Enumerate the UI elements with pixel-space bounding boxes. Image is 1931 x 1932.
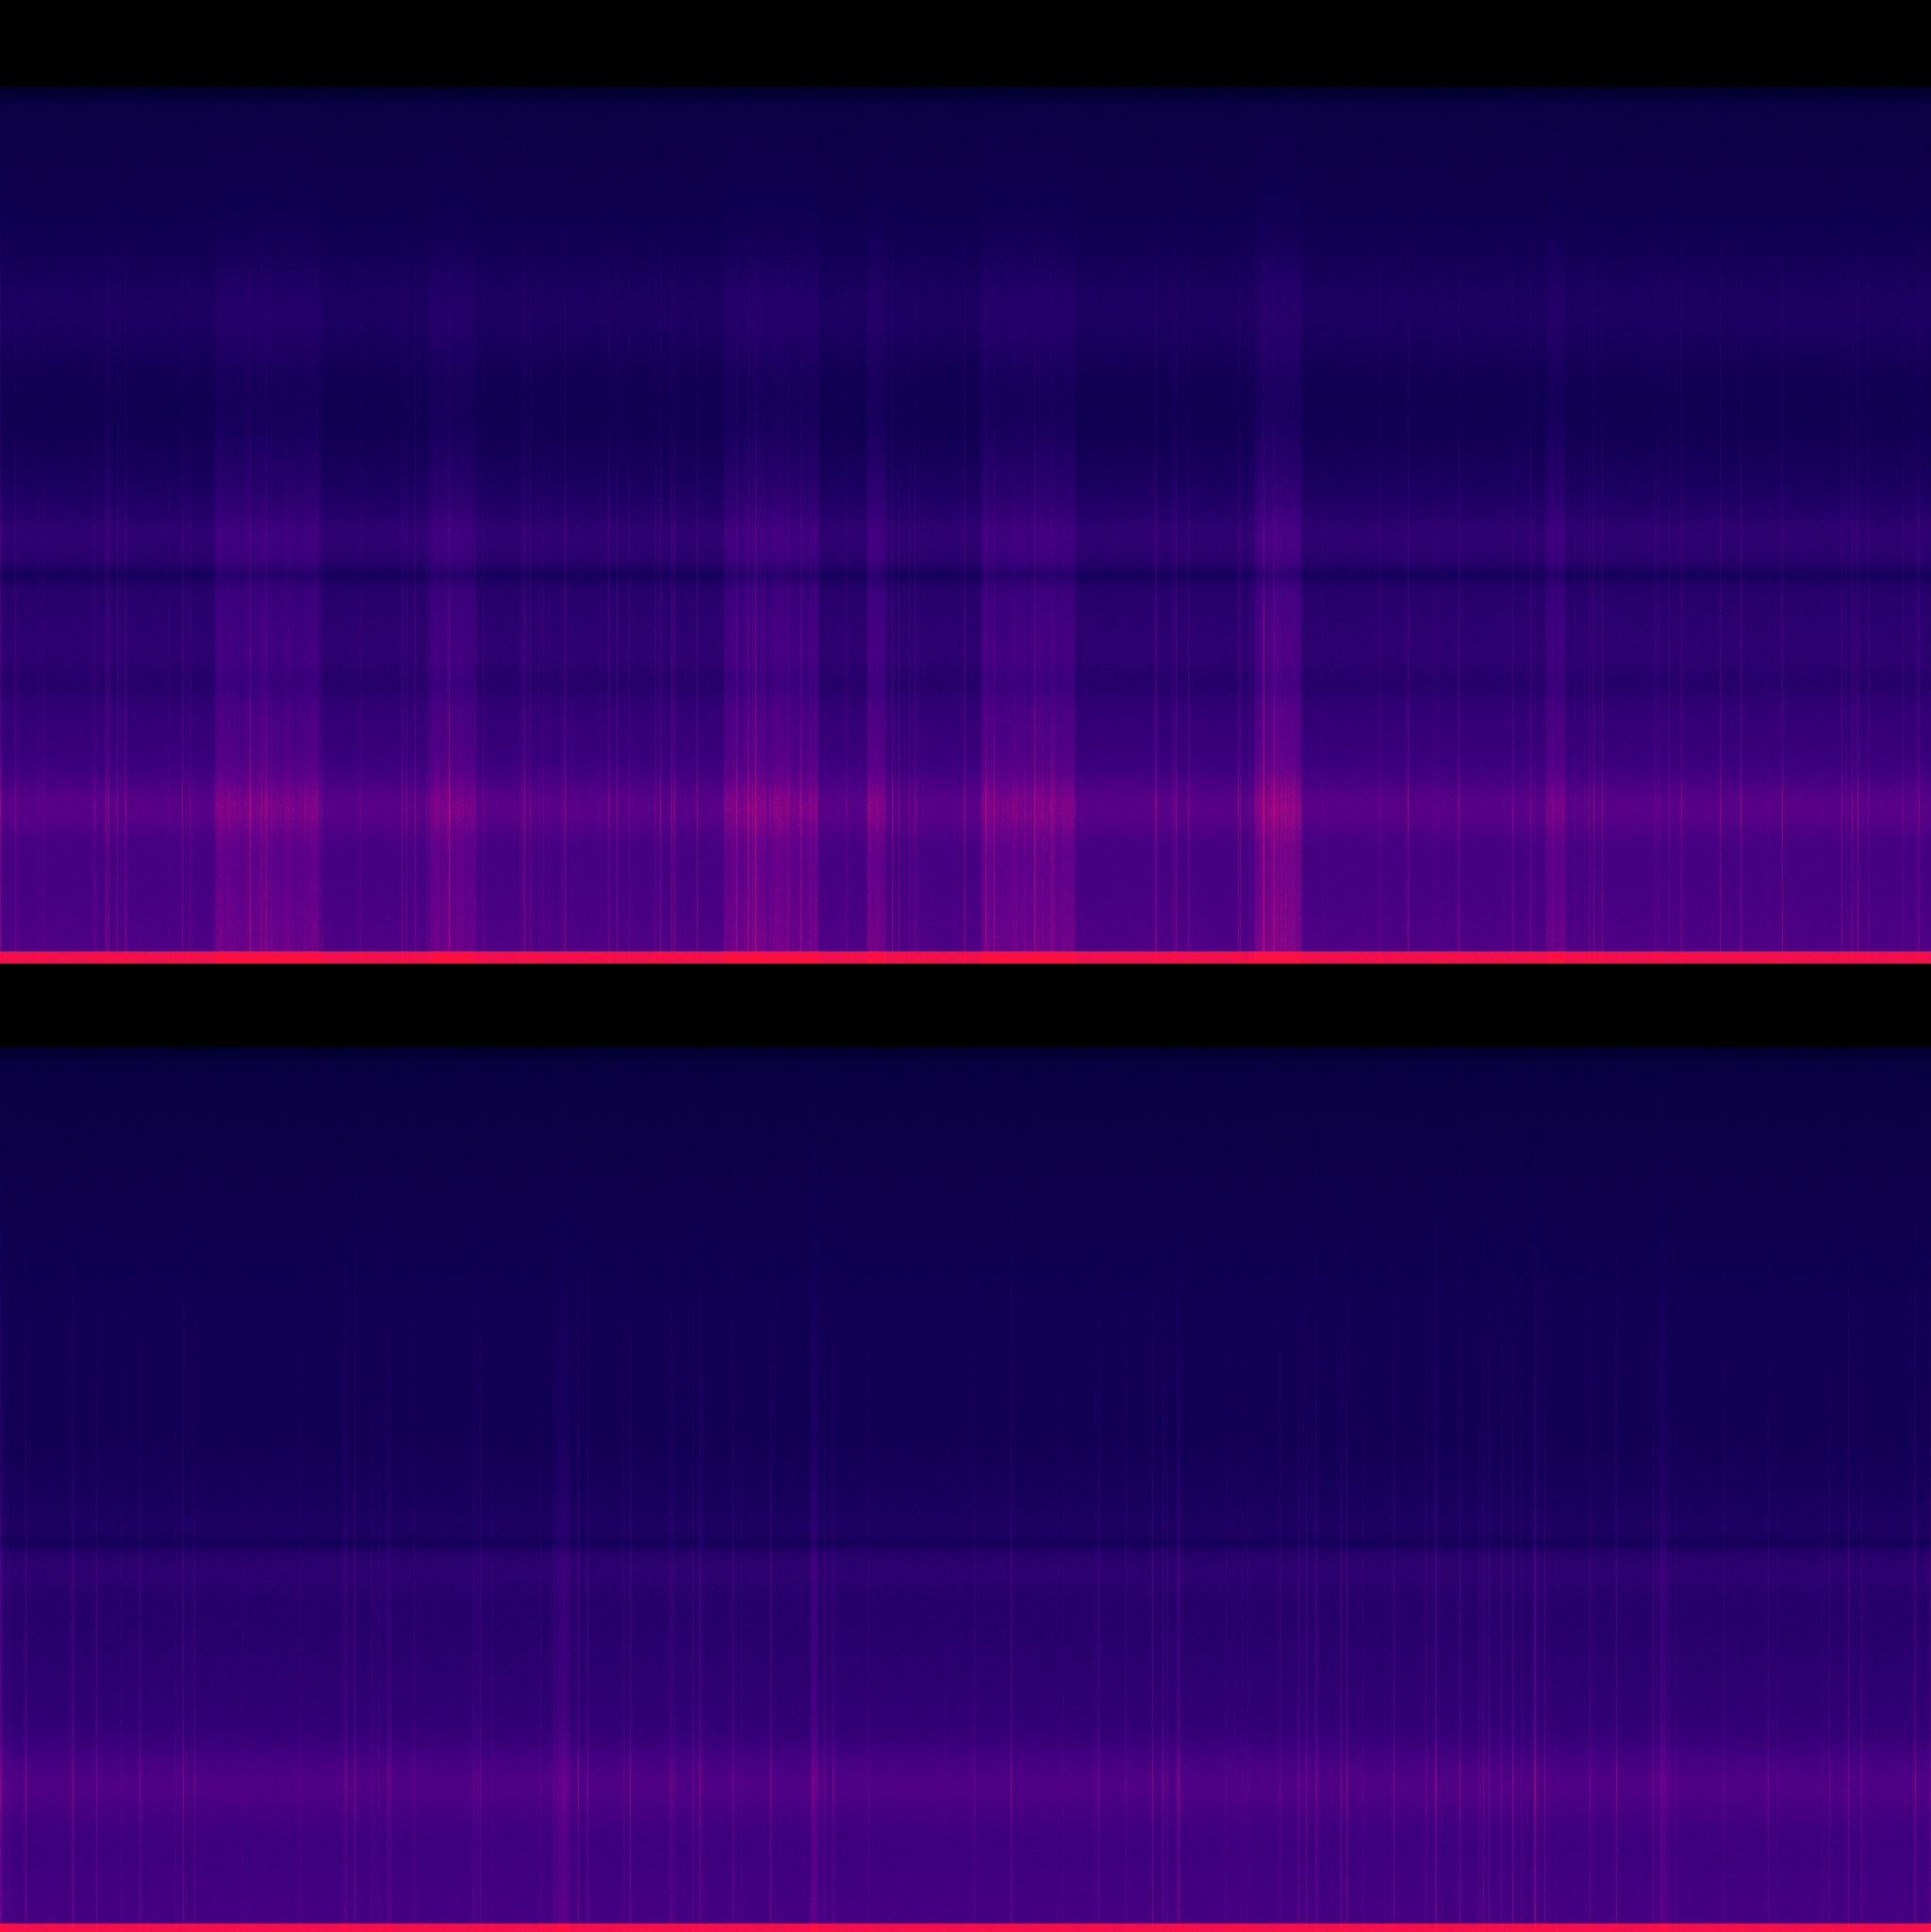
spectrogram-channel-2 [0, 1047, 1931, 1932]
spectrogram-channel-1 [0, 87, 1931, 964]
